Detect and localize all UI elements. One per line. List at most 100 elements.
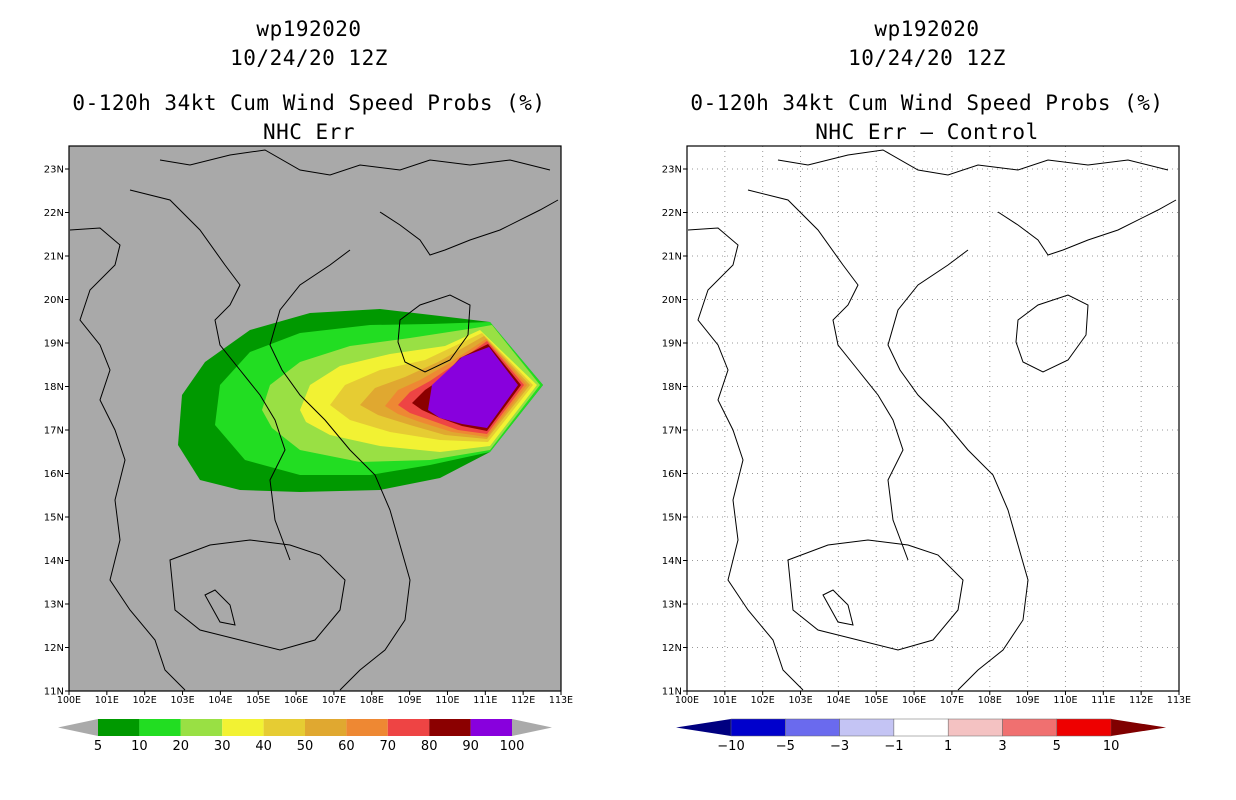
colorbar-end-right	[512, 719, 552, 736]
colorbar-label: 60	[338, 739, 355, 754]
lat-label: 13N	[662, 600, 682, 611]
lon-label: 108E	[978, 695, 1002, 706]
right-map-background	[687, 146, 1179, 691]
left-storm-id: wp192020	[256, 17, 362, 41]
lon-label: 100E	[675, 695, 699, 706]
lat-label: 12N	[662, 643, 682, 654]
colorbar-label: 90	[462, 739, 479, 754]
left-colorbar: 5 10 20 30 40 50 60 70 80 90 100	[58, 719, 552, 754]
lat-label: 23N	[662, 165, 682, 176]
left-panel: wp192020 10/24/20 12Z 0-120h 34kt Cum Wi…	[44, 17, 573, 754]
lon-label: 101E	[713, 695, 737, 706]
left-coastlines	[69, 149, 559, 691]
lat-label: 15N	[662, 513, 682, 524]
colorbar-label: 100	[500, 739, 525, 754]
lat-label: 22N	[44, 208, 64, 219]
colorbar-box	[305, 719, 347, 736]
lat-label: 22N	[662, 208, 682, 219]
colorbar-end-left	[676, 719, 731, 736]
lon-label: 106E	[902, 695, 926, 706]
colorbar-end-left	[58, 719, 98, 736]
left-axis-ticks: 23N22N21N20N19N18N17N16N15N14N13N12N11N1…	[44, 165, 573, 707]
right-panel: wp192020 10/24/20 12Z 0-120h 34kt Cum Wi…	[618, 0, 1236, 800]
colorbar-label: 70	[380, 739, 397, 754]
colorbar-box	[222, 719, 264, 736]
lat-label: 20N	[44, 295, 64, 306]
right-datetime: 10/24/20 12Z	[848, 46, 1006, 70]
colorbar-label: 50	[297, 739, 314, 754]
lon-label: 103E	[788, 695, 812, 706]
lon-label: 105E	[246, 695, 270, 706]
lon-label: 103E	[170, 695, 194, 706]
lat-label: 14N	[662, 556, 682, 567]
colorbar-box	[346, 719, 388, 736]
lat-label: 19N	[662, 339, 682, 350]
lat-label: 20N	[662, 295, 682, 306]
lon-label: 111E	[1091, 695, 1115, 706]
lon-label: 110E	[435, 695, 459, 706]
lat-label: 15N	[44, 513, 64, 524]
right-map-figure: 23N22N21N20N19N18N17N16N15N14N13N12N11N1…	[662, 145, 1191, 754]
lon-label: 113E	[1167, 695, 1191, 706]
colorbar-box	[470, 719, 512, 736]
lon-label: 108E	[360, 695, 384, 706]
colorbar-label: −1	[884, 739, 903, 754]
left-datetime: 10/24/20 12Z	[230, 46, 388, 70]
colorbar-box	[98, 719, 140, 736]
lon-label: 105E	[864, 695, 888, 706]
right-coastlines	[687, 149, 1177, 691]
colorbar-label: −5	[776, 739, 795, 754]
lat-label: 21N	[662, 252, 682, 263]
colorbar-label: 80	[421, 739, 438, 754]
lon-label: 107E	[322, 695, 346, 706]
lon-label: 113E	[549, 695, 573, 706]
colorbar-box	[730, 718, 786, 737]
right-subtitle: NHC Err – Control	[815, 120, 1039, 144]
colorbar-label: 10	[131, 739, 148, 754]
lon-label: 110E	[1053, 695, 1077, 706]
colorbar-box	[429, 719, 471, 736]
left-subtitle: NHC Err	[262, 120, 355, 144]
lat-label: 14N	[44, 556, 64, 567]
right-map-frame	[686, 145, 1180, 692]
colorbar-box	[947, 718, 1003, 737]
lon-label: 107E	[940, 695, 964, 706]
lat-label: 16N	[44, 469, 64, 480]
lon-label: 102E	[751, 695, 775, 706]
colorbar-box	[1056, 718, 1112, 737]
lat-label: 18N	[44, 382, 64, 393]
left-product-title: 0-120h 34kt Cum Wind Speed Probs (%)	[72, 91, 546, 115]
lon-label: 100E	[57, 695, 81, 706]
colorbar-box	[839, 718, 895, 737]
lon-label: 111E	[473, 695, 497, 706]
lon-label: 104E	[826, 695, 850, 706]
colorbar-label: 3	[998, 739, 1006, 754]
lat-label: 19N	[44, 339, 64, 350]
right-product-title: 0-120h 34kt Cum Wind Speed Probs (%)	[690, 91, 1164, 115]
right-storm-id: wp192020	[874, 17, 980, 41]
lat-label: 11N	[662, 687, 682, 698]
colorbar-label: −3	[830, 739, 849, 754]
lon-label: 112E	[1129, 695, 1153, 706]
colorbar-box	[1002, 718, 1058, 737]
colorbar-label: 10	[1103, 739, 1120, 754]
colorbar-box	[785, 718, 840, 737]
lon-label: 109E	[1016, 695, 1040, 706]
colorbar-label: −10	[717, 739, 744, 754]
lon-label: 101E	[95, 695, 119, 706]
colorbar-box	[893, 718, 949, 737]
colorbar-box	[139, 719, 181, 736]
lat-label: 16N	[662, 469, 682, 480]
lat-label: 12N	[44, 643, 64, 654]
colorbar-label: 1	[944, 739, 952, 754]
colorbar-box	[180, 719, 223, 736]
probability-contours	[178, 309, 543, 492]
colorbar-box	[263, 719, 305, 736]
lon-label: 106E	[284, 695, 308, 706]
lon-label: 102E	[133, 695, 157, 706]
lat-label: 18N	[662, 382, 682, 393]
colorbar-label: 40	[255, 739, 272, 754]
colorbar-label: 30	[214, 739, 231, 754]
right-axis-ticks: 23N22N21N20N19N18N17N16N15N14N13N12N11N1…	[662, 165, 1191, 707]
colorbar-box	[387, 719, 430, 736]
